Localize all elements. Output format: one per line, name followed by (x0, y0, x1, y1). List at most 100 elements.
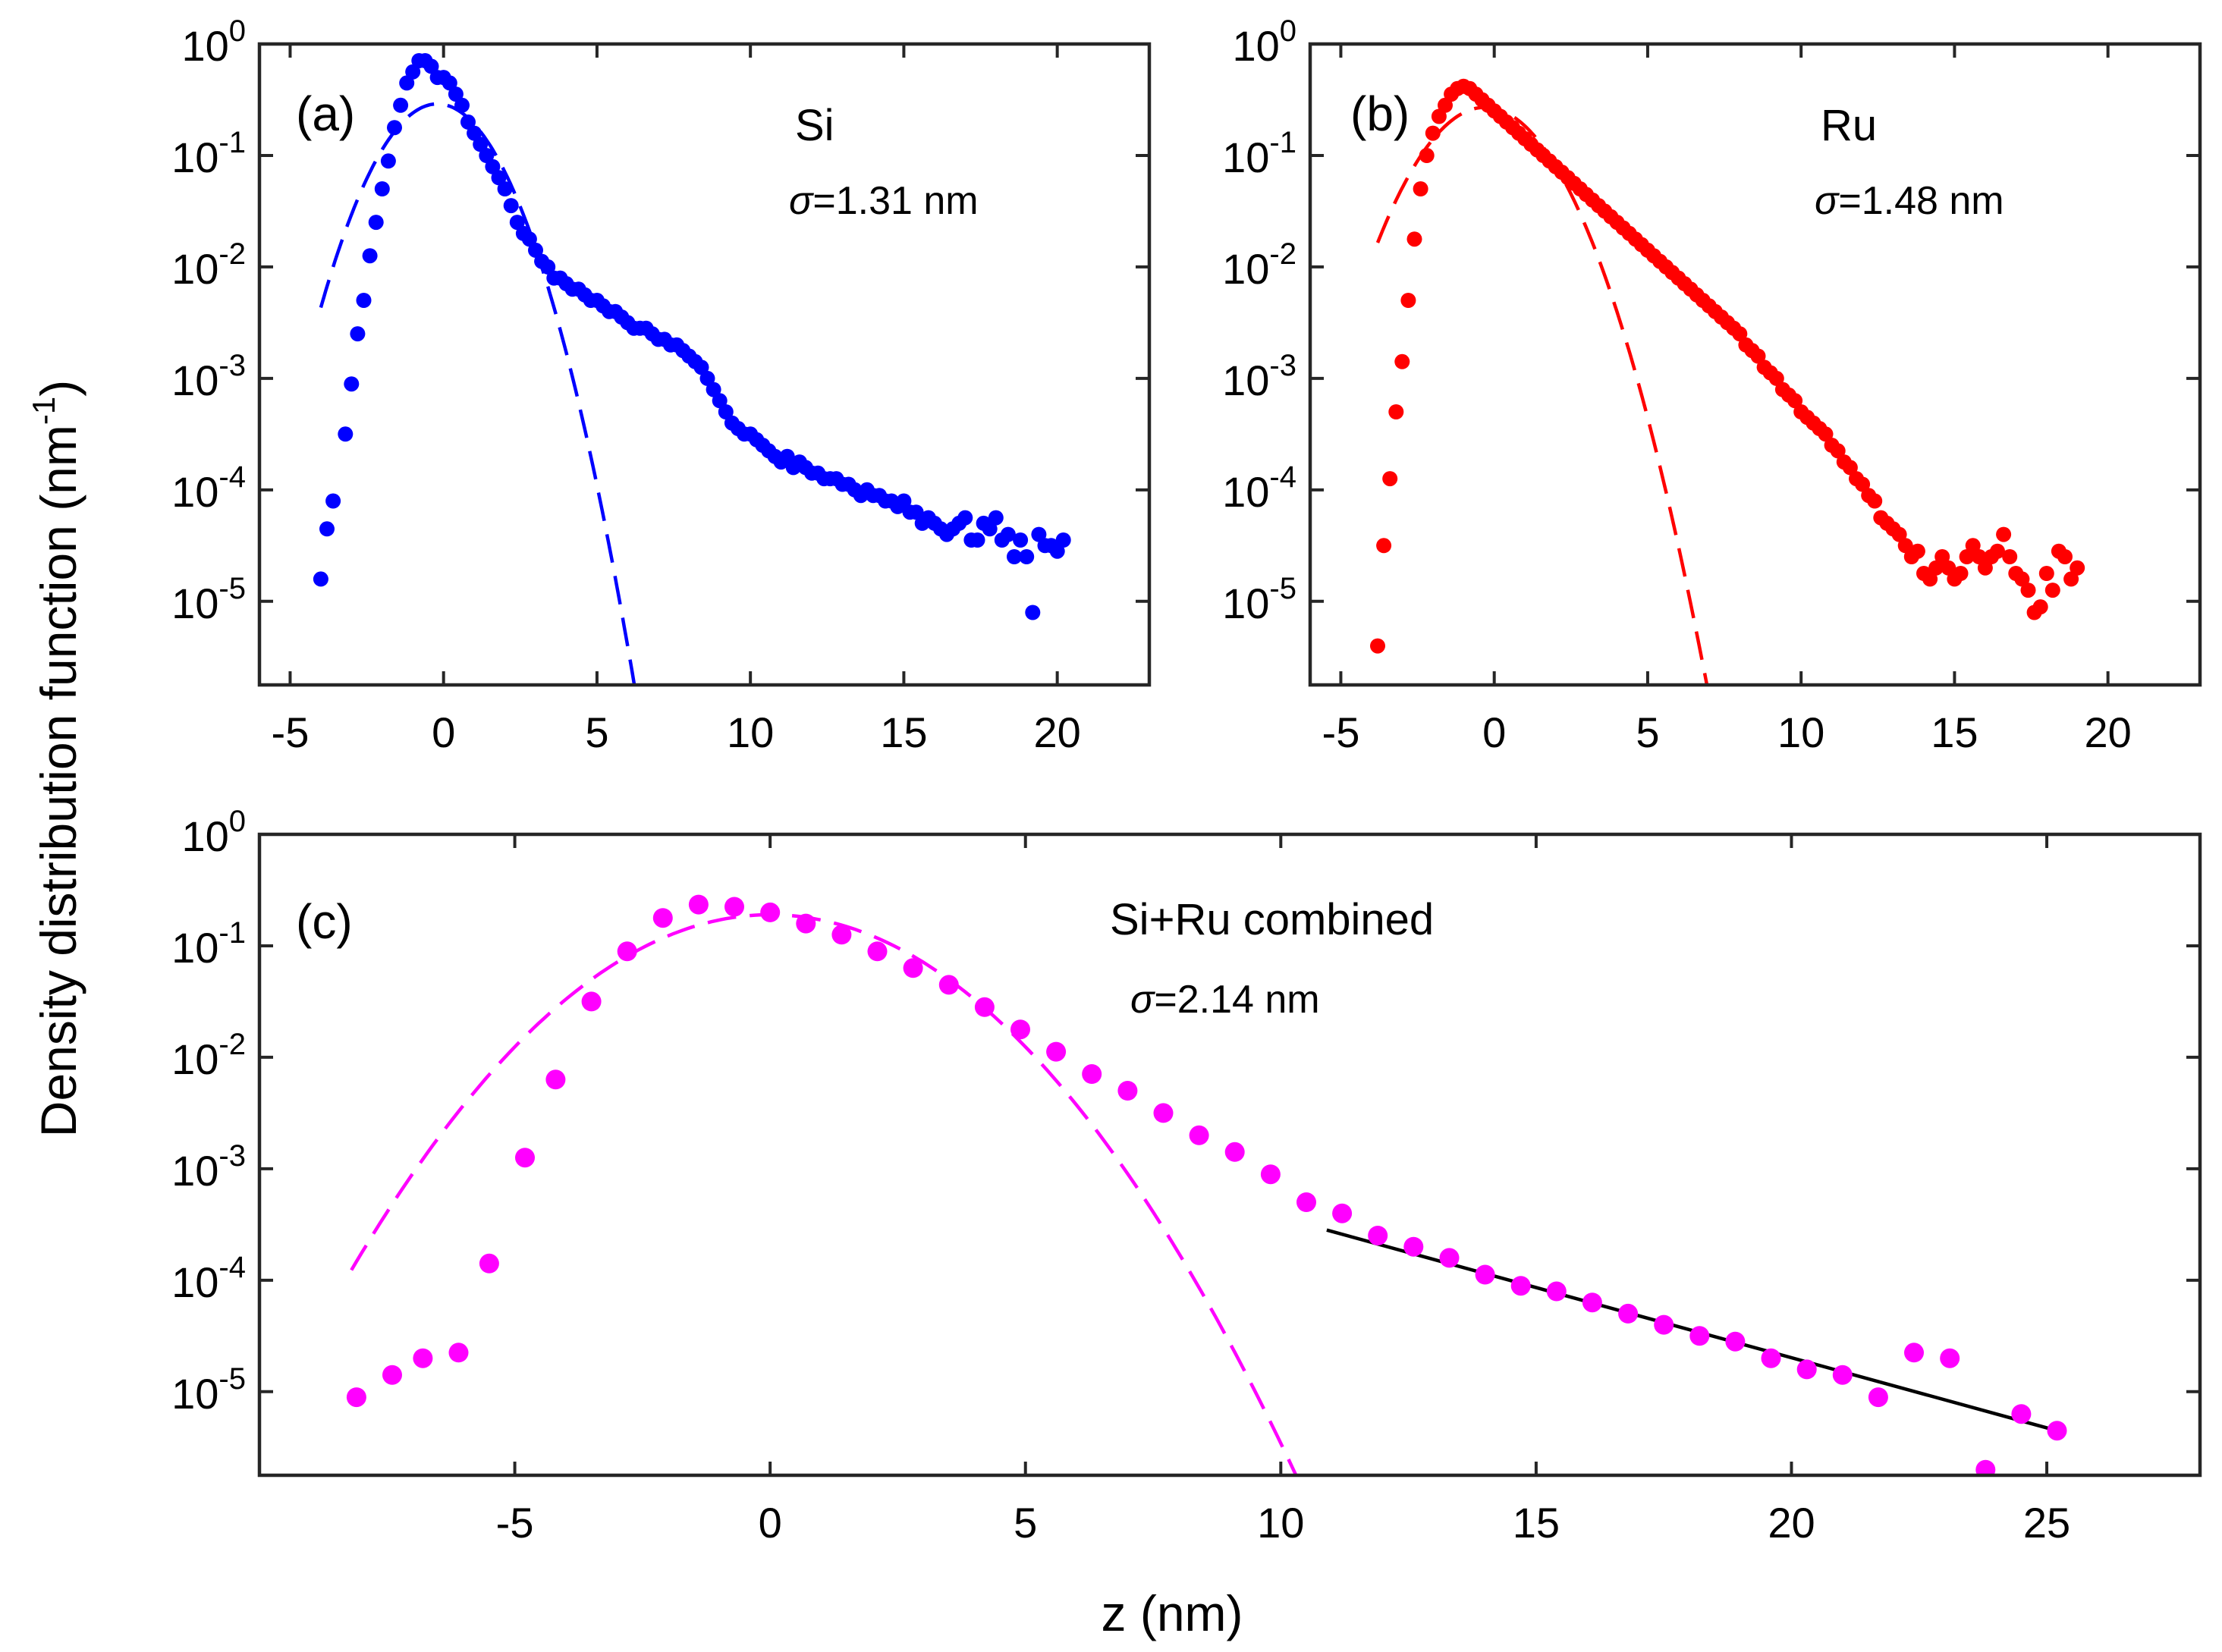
panel-b-data-point (1891, 526, 1907, 542)
panel-a-xtick-label: 20 (1034, 708, 1081, 756)
panel-b-data-point (1406, 231, 1422, 247)
panel-a-title: Si (795, 101, 834, 150)
panel-b-data-point (1768, 370, 1784, 386)
panel-a-data-point (706, 382, 721, 397)
panel-b-data-point (1382, 471, 1398, 487)
panel-c-data-point (1224, 1142, 1245, 1162)
panel-c-marks (346, 894, 2067, 1475)
panel-a-axes-box (257, 42, 1152, 687)
panel-a-data-point (699, 370, 715, 386)
panel-a-data-point (454, 97, 470, 113)
panel-b-data-point (1413, 181, 1428, 196)
panel-c-data-point (1618, 1303, 1639, 1324)
panel-c-axes: -5 0 5 10 15 20 25 100 10-1 10-2 10-3 10-4 10-5 (171, 805, 2202, 1547)
panel-b-data-point (1897, 538, 1913, 554)
panel-a-data-point (503, 198, 519, 214)
panel-b-data-point (2038, 566, 2054, 581)
panel-a-data-point (387, 120, 402, 136)
panel-b-data-point (1909, 543, 1925, 559)
panel-a-data-point (479, 148, 495, 163)
panel-c-data-point (1904, 1343, 1924, 1363)
panel-a-data-point (528, 242, 543, 258)
panel-c-xtick-label: 5 (1014, 1499, 1037, 1547)
panel-c-data-point (1046, 1041, 1067, 1062)
panel-c-label: (c) (296, 894, 353, 949)
panel-c-data-point (1332, 1203, 1353, 1223)
panel-c-data-point (545, 1069, 566, 1090)
panel-c-data-point (1582, 1292, 1602, 1313)
panel-c-data-point (1153, 1103, 1174, 1123)
panel-a-data-point (473, 137, 489, 152)
panel-c-xtick-label: 25 (2023, 1499, 2070, 1547)
panel-a-data-point (350, 326, 366, 342)
panel-a-data-point (1013, 532, 1029, 548)
panel-c-data-point (1439, 1248, 1460, 1268)
panel-b-data-point (2044, 583, 2060, 598)
panel-c-data-point (1010, 1019, 1030, 1040)
panel-b-ytick-label: 10-2 (1222, 237, 1296, 293)
panel-b-data-point (1855, 476, 1871, 492)
panel-c-data-point (1546, 1281, 1567, 1302)
panel-a-data-point (1000, 526, 1016, 542)
panel-b-data-point (1750, 348, 1766, 364)
panel-a-data-point (1025, 605, 1041, 620)
panel-c-data-point (581, 991, 602, 1012)
panel-b-data-point (1971, 549, 1987, 564)
panel-c-data-point (1260, 1164, 1281, 1185)
panel-c-data-point (724, 897, 744, 917)
panel-c-data-point (1654, 1314, 1674, 1335)
panel-b-ytick-label: 10-3 (1222, 349, 1296, 404)
panel-a-data-point (344, 376, 360, 392)
panel-b-axes-box (1308, 42, 2202, 687)
panel-c-ytick-label: 10-5 (171, 1362, 246, 1418)
panel-a-data-point (374, 181, 390, 196)
panel-c-data-point (1868, 1387, 1888, 1408)
panel-a-data-point (423, 58, 439, 74)
panel-b-data-point (1431, 108, 1447, 124)
panel-b-data-point (1400, 293, 1416, 308)
panel-a-data-point (356, 293, 372, 308)
panel-a-data-point (362, 248, 378, 264)
panel-c-xtick-label: -5 (496, 1499, 534, 1547)
panel-b-data-point (1959, 549, 1975, 564)
panel-b-data-point (1370, 638, 1385, 654)
panel-c-data-point (903, 958, 923, 978)
panel-a-data-point (368, 215, 384, 231)
panel-c-data-point (796, 913, 816, 934)
panel-a-sigma: σ=1.31 nm (789, 179, 979, 223)
panel-b-data-point (1934, 549, 1950, 564)
panel-a-data-point (319, 521, 335, 537)
panel-a-xtick-label: 10 (727, 708, 774, 756)
panel-a-data-point (908, 504, 924, 520)
panel-b-ytick-label: 100 (1232, 14, 1296, 70)
panel-a-data-point (540, 259, 556, 275)
panel-a-data-point (467, 125, 482, 141)
panel-c-data-point (617, 941, 637, 962)
panel-c-data-point (974, 997, 995, 1017)
panel-b-data-point (1953, 566, 1969, 581)
panel-c-xtick-label: 15 (1513, 1499, 1560, 1547)
panel-a-ytick-label: 100 (181, 14, 246, 70)
panel-a-data-point (399, 75, 415, 91)
panel-b-data-point (2032, 599, 2048, 615)
panel-c-data-point (1725, 1331, 1746, 1352)
panel-b-data-point (1842, 460, 1858, 476)
panel-b-data-point (1438, 97, 1453, 113)
panel-b-xtick-label: 20 (2085, 708, 2132, 756)
panel-b-sigma: σ=1.48 nm (1815, 179, 2004, 223)
panel-b-data-point (1941, 560, 1956, 576)
panel-b-data-point (1818, 426, 1834, 442)
panel-a-data-point (1031, 526, 1047, 542)
panel-a-data-point (988, 510, 1004, 526)
panel-a-label: (a) (296, 86, 355, 141)
panel-a-data-point (957, 510, 973, 526)
panel-b-data-point (1990, 543, 2005, 559)
panel-c-data-point (1475, 1264, 1495, 1285)
panel-a-data-point (313, 571, 328, 587)
panel-c-xtick-label: 20 (1768, 1499, 1815, 1547)
panel-a-xtick-label: 0 (432, 708, 455, 756)
panel-c-data-point (448, 1343, 469, 1363)
panel-b-xtick-label: 15 (1931, 708, 1978, 756)
panel-c-data-point (382, 1365, 402, 1385)
panel-b-data-point (2014, 571, 2030, 587)
